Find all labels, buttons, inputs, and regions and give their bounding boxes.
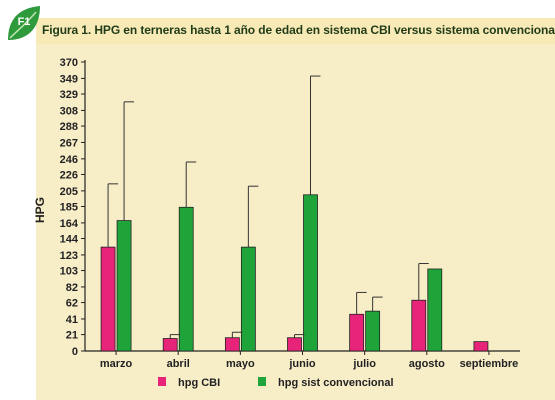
x-tick-label: mayo	[226, 358, 255, 370]
bar-convencional	[240, 246, 256, 352]
title-band	[36, 18, 555, 44]
x-tick-label: agosto	[409, 358, 445, 370]
y-tick-label: 164	[60, 218, 79, 230]
legend-swatch-convencional	[258, 377, 266, 386]
bar-convencional	[427, 268, 443, 352]
x-tick-label: julio	[352, 358, 376, 370]
bar-convencional	[116, 220, 132, 352]
bar-convencional	[365, 310, 381, 352]
badge-label: F1	[18, 16, 31, 28]
y-tick-label: 82	[66, 282, 78, 294]
bar-cbi	[100, 246, 116, 352]
y-tick-label: 103	[60, 266, 78, 278]
bar-cbi	[287, 337, 302, 352]
legend-label-cbi: hpg CBI	[178, 377, 220, 389]
y-tick-label: 205	[60, 186, 78, 198]
y-tick-label: 144	[60, 234, 79, 246]
chart-error-bars	[107, 75, 429, 339]
y-tick-label: 21	[66, 330, 78, 342]
y-tick-label: 185	[60, 202, 78, 214]
y-tick-label: 329	[60, 89, 78, 101]
y-axis-label: HPG	[33, 197, 47, 223]
x-tick-label: septiembre	[460, 358, 519, 370]
bar-cbi	[224, 337, 240, 352]
y-tick-label: 123	[60, 250, 78, 262]
y-tick-label: 288	[60, 121, 78, 133]
bar-cbi	[162, 338, 178, 352]
y-tick-label: 267	[60, 137, 78, 149]
y-tick-label: 41	[66, 314, 78, 326]
legend-swatch-cbi	[158, 377, 166, 386]
leaf-badge-icon: F1	[8, 6, 40, 40]
chart-x-labels: marzo abril mayo junio julio agosto septiembre	[100, 351, 518, 370]
y-tick-label: 370	[60, 57, 78, 69]
figure-title: Figura 1. HPG en terneras hasta 1 año de…	[42, 23, 555, 37]
bar-cbi	[473, 341, 489, 352]
bar-cbi	[349, 313, 365, 352]
x-tick-label: junio	[288, 358, 316, 370]
legend-label-convencional: hpg sist convencional	[278, 377, 394, 389]
figure-header: F1 Figura 1. HPG en terneras hasta 1 año…	[0, 0, 555, 44]
chart-legend: hpg CBI hpg sist convencional	[158, 377, 394, 389]
y-tick-label: 226	[60, 169, 78, 181]
chart-bars	[100, 194, 489, 352]
y-tick-label: 246	[60, 154, 78, 166]
y-tick-label: 62	[66, 298, 78, 310]
bar-convencional	[303, 194, 318, 352]
bar-cbi	[411, 299, 427, 352]
y-tick-label: 308	[60, 105, 78, 117]
y-tick-label: 349	[60, 73, 78, 85]
x-tick-label: marzo	[100, 358, 133, 370]
x-tick-label: abril	[167, 358, 190, 370]
y-tick-label: 0	[72, 346, 78, 358]
bar-convencional	[178, 206, 194, 352]
